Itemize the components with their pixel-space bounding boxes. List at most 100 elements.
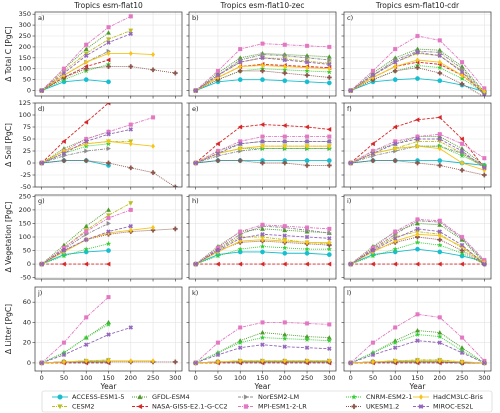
panel-label: a) [38, 14, 45, 22]
marker [39, 261, 44, 267]
marker [460, 234, 465, 240]
marker [106, 50, 111, 57]
marker [150, 67, 156, 73]
marker [437, 330, 443, 335]
marker [260, 62, 265, 69]
x-tick-label: 250 [456, 374, 468, 382]
marker [128, 122, 133, 127]
marker [305, 143, 309, 149]
series-group [347, 217, 488, 267]
marker [460, 359, 464, 365]
x-tick-label: 150 [256, 374, 268, 382]
marker [259, 122, 265, 128]
marker [392, 77, 398, 82]
series-line [41, 359, 109, 364]
marker [128, 325, 134, 330]
marker [106, 30, 111, 35]
marker [83, 261, 89, 267]
marker [327, 322, 332, 327]
marker [193, 360, 198, 366]
marker [128, 207, 133, 212]
marker [151, 51, 155, 58]
marker [260, 134, 265, 139]
marker [259, 261, 265, 267]
marker [305, 55, 310, 61]
y-tick-label: -25 [20, 171, 31, 179]
marker [370, 158, 376, 163]
marker [304, 345, 310, 351]
marker [151, 143, 155, 149]
marker [39, 160, 44, 166]
marker [83, 139, 89, 144]
marker [128, 50, 133, 57]
marker [460, 60, 465, 65]
marker [437, 114, 442, 120]
marker [259, 243, 266, 249]
legend: ACCESS-ESM1-5 CESM2 GFDL-ESM4 NASA-GISS-E2.… [41, 390, 493, 413]
marker [437, 49, 443, 55]
marker [437, 136, 443, 142]
marker [437, 358, 442, 364]
marker [481, 162, 488, 168]
marker [83, 119, 89, 125]
marker [393, 229, 398, 234]
x-tick-label: 250 [147, 374, 159, 382]
x-tick-label: 100 [80, 374, 92, 382]
legend-marker [243, 404, 249, 409]
marker [84, 59, 89, 65]
legend-label: CNRM-ESM2-1 [366, 393, 412, 401]
series-line [41, 160, 109, 166]
marker [327, 226, 332, 231]
panel: -50 -25 0 25 50 75 100 125 d) Δ Soil [PgC] [4, 99, 183, 191]
marker [238, 63, 243, 70]
marker [215, 248, 221, 253]
y-tick-label: 20 [23, 339, 31, 347]
legend-marker [57, 404, 63, 410]
x-tick-label: 300 [478, 374, 490, 382]
marker [326, 337, 333, 343]
marker [61, 261, 66, 267]
marker [259, 334, 266, 340]
marker [371, 359, 375, 365]
y-tick-label: 125 [19, 99, 31, 107]
marker [282, 42, 287, 47]
marker [327, 358, 332, 364]
frame [188, 102, 337, 188]
legend-box [41, 390, 493, 413]
x-tick-label: 100 [234, 374, 246, 382]
marker [61, 66, 66, 71]
marker [392, 59, 398, 65]
panel-label: h) [192, 197, 199, 205]
marker [282, 139, 288, 144]
marker [327, 57, 332, 63]
marker [260, 68, 265, 74]
marker [106, 332, 111, 337]
marker [83, 246, 89, 252]
marker [392, 246, 398, 252]
marker [237, 236, 243, 241]
legend-marker [57, 394, 63, 400]
series-line [41, 140, 154, 164]
marker [305, 64, 309, 71]
legend-label: NorESM2-LM [258, 393, 299, 401]
panel-title: Tropics esm-flat10-zec [220, 1, 305, 10]
legend-label: CESM2 [72, 403, 95, 411]
marker [459, 167, 465, 173]
series-line [41, 243, 109, 265]
marker [459, 250, 465, 256]
marker [106, 229, 111, 234]
marker [348, 261, 353, 267]
marker [415, 338, 420, 343]
y-axis-label: Δ Soil [PgC] [4, 123, 13, 167]
marker [238, 229, 243, 234]
x-tick-label: 50 [214, 374, 222, 382]
marker [83, 77, 89, 82]
marker [215, 68, 220, 73]
marker [237, 77, 243, 82]
marker [83, 158, 89, 163]
marker [437, 158, 443, 163]
panel: 0 50 100 150 200 250 300 k) Year [186, 286, 337, 391]
marker [437, 218, 442, 223]
marker [282, 261, 287, 267]
panel: 0 50 100 150 200 250 300 350 a) Tropics esm-flat1… [4, 1, 183, 99]
